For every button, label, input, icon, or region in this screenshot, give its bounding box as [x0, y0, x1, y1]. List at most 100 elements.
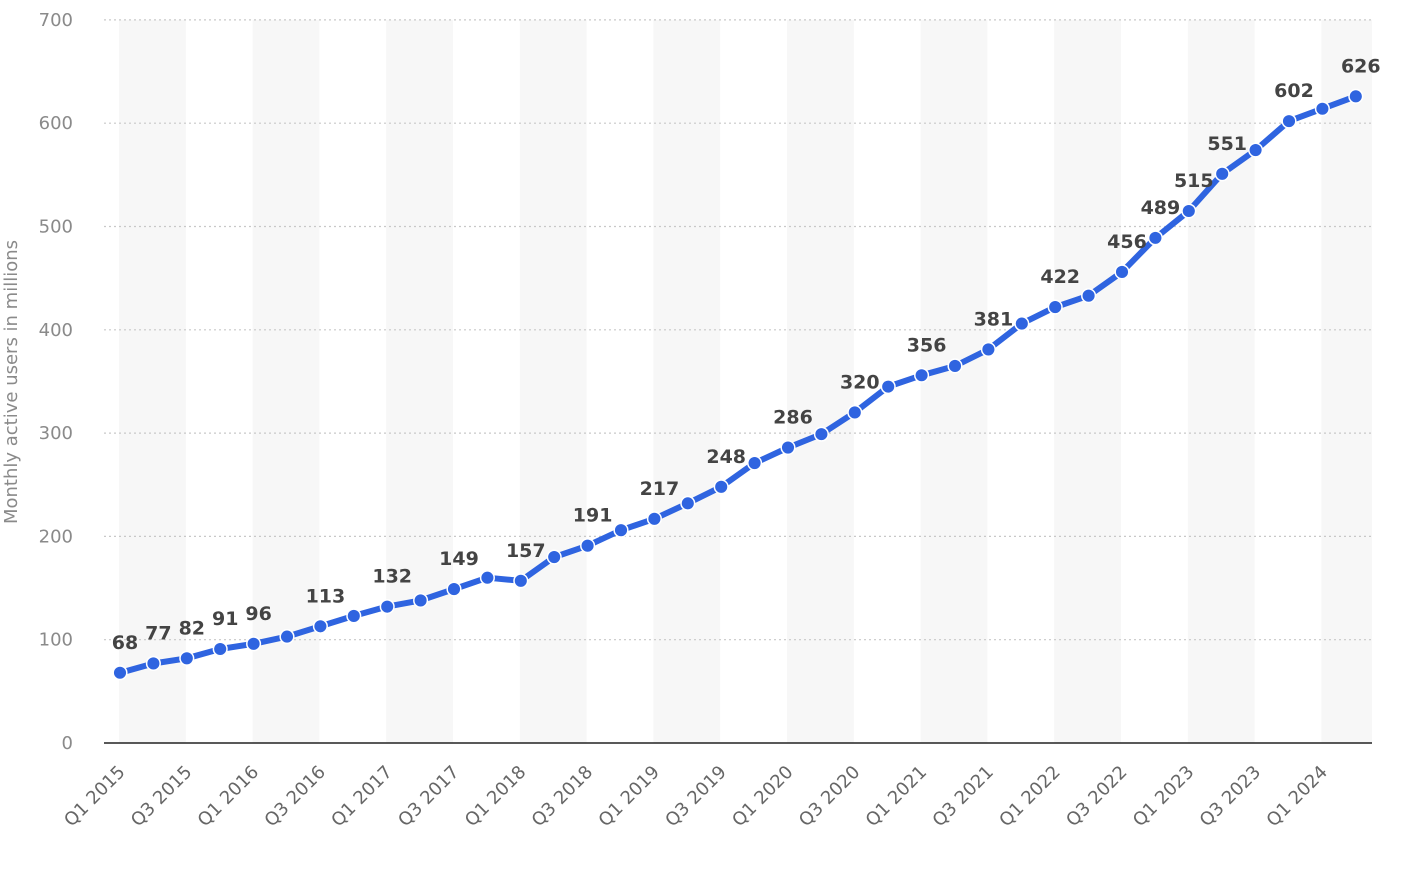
data-point: [1014, 316, 1030, 332]
band: [1054, 19, 1121, 743]
data-label: 248: [706, 446, 746, 468]
x-tick-label: Q1 2019: [595, 762, 664, 831]
x-tick-label: Q1 2022: [995, 762, 1064, 831]
data-point: [1047, 299, 1063, 315]
data-point: [646, 511, 662, 527]
data-point: [1248, 142, 1264, 158]
data-point: [713, 479, 729, 495]
data-label: 422: [1040, 266, 1080, 288]
band: [519, 19, 587, 743]
data-point: [613, 522, 629, 538]
data-point: [546, 549, 562, 565]
y-tick-label: 300: [39, 423, 73, 444]
data-label: 515: [1174, 170, 1214, 192]
data-point: [1214, 166, 1230, 182]
x-tick-label: Q1 2017: [327, 762, 396, 831]
data-point: [1314, 101, 1330, 117]
data-point: [680, 495, 696, 511]
data-label: 286: [773, 407, 813, 429]
gridlines: [104, 19, 1372, 641]
data-label: 113: [306, 585, 346, 607]
data-point: [479, 570, 495, 586]
data-label: 356: [907, 334, 947, 356]
x-tick-label: Q1 2024: [1263, 762, 1332, 831]
data-point: [813, 426, 829, 442]
y-tick-label: 500: [39, 217, 73, 238]
data-point: [413, 592, 429, 608]
x-tick-label: Q3 2017: [394, 762, 463, 831]
band: [119, 19, 186, 743]
data-point: [914, 367, 930, 383]
x-tick-label: Q1 2015: [60, 762, 129, 831]
data-point: [1281, 113, 1297, 129]
band: [920, 19, 988, 743]
data-point: [346, 608, 362, 624]
data-point: [747, 455, 763, 471]
x-tick-label: Q3 2021: [929, 762, 998, 831]
y-axis-ticks: 0 100 200 300 400 500 600 700: [39, 10, 73, 754]
data-point: [145, 655, 161, 672]
data-point: [513, 573, 529, 589]
data-point: [1081, 288, 1097, 304]
data-label: 96: [245, 603, 271, 625]
band: [386, 19, 453, 743]
data-point: [1181, 203, 1197, 219]
data-label: 320: [840, 371, 880, 393]
y-tick-label: 400: [39, 320, 73, 341]
x-tick-label: Q3 2019: [661, 762, 730, 831]
data-label: 489: [1141, 197, 1181, 219]
data-label: 132: [372, 566, 412, 588]
data-label: 602: [1274, 80, 1314, 102]
column-bands: [119, 19, 1372, 743]
x-tick-label: Q3 2015: [127, 762, 196, 831]
data-label: 77: [145, 622, 171, 644]
data-point: [312, 618, 328, 634]
data-label: 68: [112, 632, 138, 654]
data-point: [580, 538, 596, 554]
data-label: 157: [506, 540, 546, 562]
band: [787, 19, 854, 743]
y-tick-label: 200: [39, 526, 73, 547]
data-point: [1348, 88, 1364, 104]
y-tick-label: 600: [39, 113, 73, 134]
y-tick-label: 100: [39, 630, 73, 651]
x-tick-label: Q3 2023: [1196, 762, 1265, 831]
y-tick-label: 700: [39, 10, 73, 31]
data-point: [847, 404, 863, 420]
data-point: [980, 341, 996, 357]
data-point: [1147, 230, 1163, 246]
data-point: [1114, 264, 1130, 280]
x-tick-label: Q1 2023: [1129, 762, 1198, 831]
data-point: [780, 440, 796, 456]
data-point: [246, 636, 262, 652]
data-point: [279, 629, 295, 645]
data-point: [212, 641, 228, 657]
data-label: 191: [573, 505, 613, 527]
data-label: 626: [1341, 55, 1381, 77]
data-labels: 68 77 82 91 96 113 132 149 157 191 217 248 286 320 356…: [112, 55, 1381, 653]
x-tick-label: Q3 2016: [261, 762, 330, 831]
data-label: 381: [974, 308, 1014, 330]
data-label: 217: [640, 478, 680, 500]
data-point: [880, 379, 896, 395]
x-tick-label: Q3 2020: [795, 762, 864, 831]
data-points: [112, 88, 1364, 681]
x-tick-label: Q1 2018: [461, 762, 530, 831]
data-point: [947, 358, 963, 374]
data-point: [112, 665, 128, 681]
band: [1321, 19, 1372, 743]
data-label: 82: [179, 617, 205, 639]
x-tick-label: Q3 2018: [528, 762, 597, 831]
x-tick-label: Q1 2020: [728, 762, 797, 831]
band: [653, 19, 721, 743]
x-tick-label: Q1 2021: [862, 762, 931, 831]
data-point: [446, 581, 462, 597]
data-label: 551: [1207, 133, 1247, 155]
data-label: 149: [439, 548, 479, 570]
y-tick-label: 0: [62, 733, 73, 754]
band: [252, 19, 320, 743]
data-label: 456: [1107, 231, 1147, 253]
x-tick-label: Q1 2016: [194, 762, 263, 831]
